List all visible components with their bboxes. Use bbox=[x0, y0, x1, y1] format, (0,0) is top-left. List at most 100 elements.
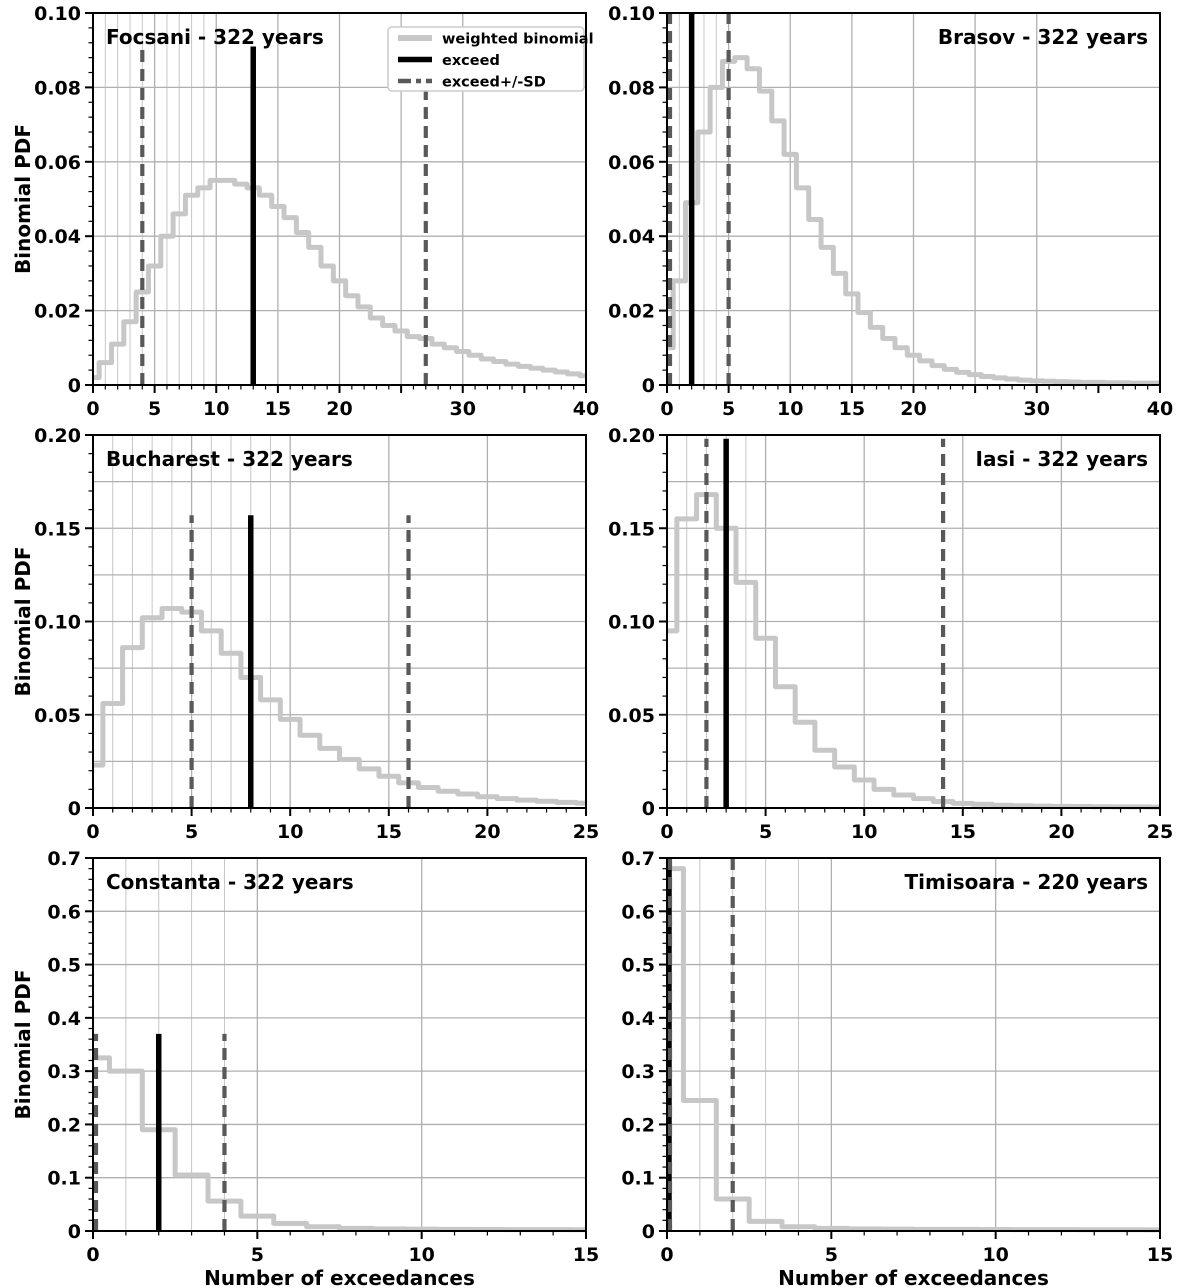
y-tick-label: 0 bbox=[642, 798, 655, 820]
legend-item-label: exceed bbox=[442, 53, 500, 69]
y-tick-label: 0.7 bbox=[47, 848, 81, 870]
x-tick-label: 30 bbox=[1024, 398, 1050, 420]
y-tick-label: 0 bbox=[642, 375, 655, 397]
plot-border bbox=[666, 857, 1161, 1232]
y-tick-label: 0.5 bbox=[621, 955, 655, 977]
y-tick-label: 0 bbox=[68, 1221, 81, 1243]
x-tick-label: 10 bbox=[982, 1244, 1008, 1266]
y-tick-label: 0.02 bbox=[608, 301, 655, 323]
y-tick-label: 0.1 bbox=[621, 1168, 655, 1190]
x-tick-label: 0 bbox=[660, 398, 673, 420]
legend-box bbox=[387, 26, 585, 92]
x-tick-label: 5 bbox=[722, 398, 735, 420]
x-tick-label: 0 bbox=[660, 821, 673, 843]
x-tick-label: 10 bbox=[277, 821, 303, 843]
y-tick-label: 0.20 bbox=[34, 425, 81, 447]
y-tick-label: 0.10 bbox=[34, 612, 81, 634]
x-tick-label: 40 bbox=[573, 398, 599, 420]
x-tick-label: 0 bbox=[660, 1244, 673, 1266]
step-curve bbox=[93, 1055, 586, 1233]
y-tick-label: 0.08 bbox=[34, 77, 81, 99]
y-tick-label: 0.2 bbox=[47, 1114, 81, 1136]
plot-title: Bucharest - 322 years bbox=[106, 447, 353, 471]
plot-title: Brasov - 322 years bbox=[938, 25, 1148, 49]
y-tick-label: 0.08 bbox=[608, 77, 655, 99]
plot-title: Constanta - 322 years bbox=[106, 870, 354, 894]
x-tick-label: 40 bbox=[1147, 398, 1173, 420]
y-tick-label: 0.05 bbox=[608, 705, 655, 727]
step-curve bbox=[667, 866, 1160, 1233]
x-axis-label: Number of exceedances bbox=[778, 1266, 1049, 1288]
y-tick-label: 0.06 bbox=[608, 152, 655, 174]
x-tick-label: 20 bbox=[326, 398, 352, 420]
x-tick-label: 5 bbox=[759, 821, 772, 843]
y-tick-label: 0.4 bbox=[621, 1008, 655, 1030]
x-tick-label: 25 bbox=[573, 821, 599, 843]
x-tick-label: 0 bbox=[86, 398, 99, 420]
x-tick-label: 25 bbox=[1147, 821, 1173, 843]
x-tick-label: 20 bbox=[1048, 821, 1074, 843]
y-tick-label: 0.04 bbox=[608, 226, 655, 248]
y-tick-label: 0.10 bbox=[608, 612, 655, 634]
x-tick-label: 10 bbox=[851, 821, 877, 843]
plot-border bbox=[92, 857, 587, 1232]
y-tick-label: 0.10 bbox=[608, 3, 655, 25]
y-tick-label: 0.2 bbox=[621, 1114, 655, 1136]
x-tick-label: 0 bbox=[86, 821, 99, 843]
subplot-timisoara: 0 5 10 15 0 0.1 0.2 0.3 0.4 0.5 0.6 0.7 Timisoara - … bbox=[621, 848, 1173, 1288]
y-tick-label: 0.15 bbox=[608, 518, 655, 540]
subplot-bucharest: 0 5 10 15 20 25 0 0.05 0.10 0.15 0.20 Bucharest - 3… bbox=[11, 425, 599, 843]
y-tick-label: 0.20 bbox=[608, 425, 655, 447]
x-tick-label: 5 bbox=[148, 398, 161, 420]
x-tick-label: 5 bbox=[825, 1244, 838, 1266]
y-tick-label: 0.3 bbox=[47, 1061, 81, 1083]
x-tick-label: 10 bbox=[777, 398, 803, 420]
y-tick-label: 0.1 bbox=[47, 1168, 81, 1190]
x-tick-label: 15 bbox=[376, 821, 402, 843]
x-tick-label: 15 bbox=[265, 398, 291, 420]
plot-title: Iasi - 322 years bbox=[976, 447, 1149, 471]
x-tick-label: 5 bbox=[251, 1244, 264, 1266]
x-tick-label: 15 bbox=[1147, 1244, 1173, 1266]
plot-title: Timisoara - 220 years bbox=[905, 870, 1149, 894]
subplot-brasov: 0 5 10 15 20 30 40 0 0.02 0.04 0.06 0.08 0.10 Brasov … bbox=[608, 3, 1173, 420]
x-tick-label: 30 bbox=[450, 398, 476, 420]
legend-item-label: weighted binomial bbox=[442, 32, 594, 48]
y-tick-label: 0.05 bbox=[34, 705, 81, 727]
x-tick-label: 20 bbox=[900, 398, 926, 420]
y-tick-label: 0.4 bbox=[47, 1008, 81, 1030]
legend-item-label: exceed+/-SD bbox=[442, 75, 546, 91]
step-curve bbox=[93, 177, 586, 381]
subplot-iasi: 0 5 10 15 20 25 0 0.05 0.10 0.15 0.20 Iasi - 322 ye… bbox=[608, 425, 1173, 843]
y-tick-label: 0.7 bbox=[621, 848, 655, 870]
plot-title: Focsani - 322 years bbox=[106, 25, 324, 49]
x-tick-label: 10 bbox=[203, 398, 229, 420]
y-tick-label: 0.6 bbox=[47, 901, 81, 923]
subplot-focsani: 0 5 10 15 20 30 40 0 0.02 0.04 0.06 0.08 0.10 Focsani… bbox=[11, 3, 599, 420]
y-axis-label: Binomial PDF bbox=[11, 546, 35, 696]
y-tick-label: 0.6 bbox=[621, 901, 655, 923]
x-axis-label: Number of exceedances bbox=[204, 1266, 475, 1288]
x-tick-label: 5 bbox=[185, 821, 198, 843]
step-curve bbox=[93, 605, 586, 806]
step-curve bbox=[667, 55, 1160, 386]
y-tick-label: 0 bbox=[642, 1221, 655, 1243]
y-tick-label: 0.10 bbox=[34, 3, 81, 25]
y-tick-label: 0.15 bbox=[34, 518, 81, 540]
y-axis-label: Binomial PDF bbox=[11, 969, 35, 1119]
x-tick-label: 15 bbox=[950, 821, 976, 843]
x-tick-label: 0 bbox=[86, 1244, 99, 1266]
y-tick-label: 0 bbox=[68, 798, 81, 820]
y-tick-label: 0.5 bbox=[47, 955, 81, 977]
y-tick-label: 0 bbox=[68, 375, 81, 397]
step-curve bbox=[667, 492, 1160, 810]
legend: weighted binomial exceed exceed+/-SD bbox=[387, 26, 594, 92]
subplot-constanta: 0 5 10 15 0 0.1 0.2 0.3 0.4 0.5 0.6 0.7 Constanta - … bbox=[11, 848, 599, 1288]
y-axis-label: Binomial PDF bbox=[11, 124, 35, 274]
y-tick-label: 0.06 bbox=[34, 152, 81, 174]
x-tick-label: 15 bbox=[573, 1244, 599, 1266]
x-tick-label: 20 bbox=[474, 821, 500, 843]
y-tick-label: 0.02 bbox=[34, 301, 81, 323]
